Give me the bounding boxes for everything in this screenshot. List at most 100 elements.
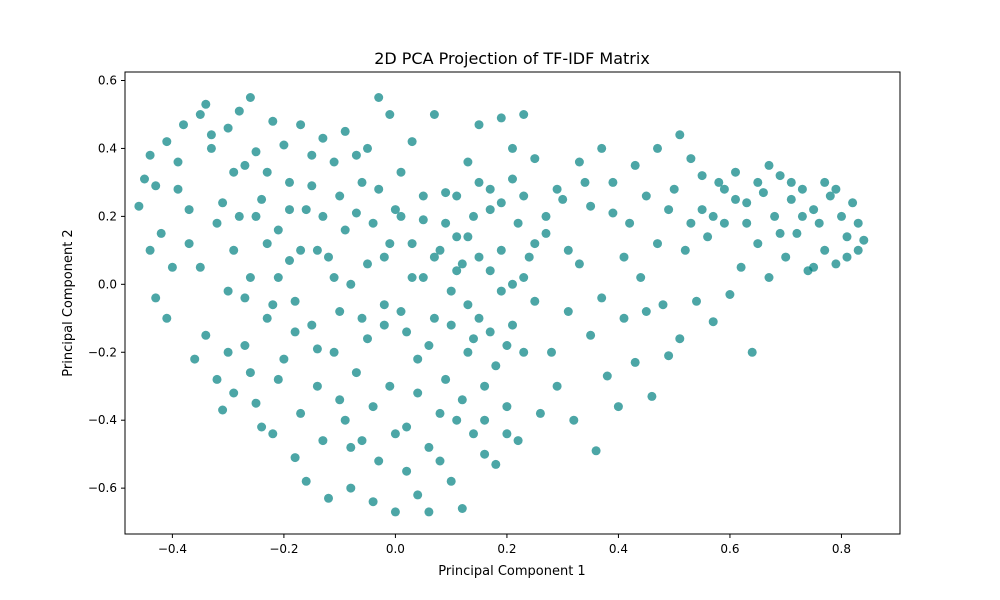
scatter-point <box>797 184 807 194</box>
scatter-point <box>480 381 490 391</box>
scatter-point <box>842 232 852 242</box>
scatter-point <box>279 140 289 150</box>
scatter-point <box>402 422 412 432</box>
scatter-point <box>145 245 155 255</box>
y-tick-label: 0.6 <box>98 73 117 87</box>
scatter-point <box>173 157 183 167</box>
scatter-point <box>396 211 406 221</box>
scatter-point <box>413 354 423 364</box>
scatter-point <box>201 99 211 109</box>
scatter-point <box>262 167 272 177</box>
x-tick-label: −0.4 <box>158 542 187 556</box>
scatter-point <box>452 415 462 425</box>
scatter-point <box>558 194 568 204</box>
scatter-point <box>809 262 819 272</box>
scatter-point <box>223 123 233 133</box>
scatter-point <box>251 211 261 221</box>
scatter-point <box>301 205 311 215</box>
scatter-point <box>469 429 478 439</box>
scatter-point <box>519 191 529 201</box>
scatter-point <box>324 493 333 503</box>
scatter-point <box>675 334 685 344</box>
scatter-point <box>753 177 763 187</box>
points-layer <box>134 93 869 517</box>
scatter-point <box>285 205 294 215</box>
x-tick-label: 0.2 <box>497 542 516 556</box>
scatter-point <box>463 300 473 310</box>
scatter-point <box>574 259 584 269</box>
scatter-point <box>435 456 445 466</box>
scatter-point <box>312 245 322 255</box>
scatter-point <box>463 157 473 167</box>
scatter-point <box>156 228 166 238</box>
x-tick-label: 0.6 <box>720 542 739 556</box>
scatter-point <box>407 137 417 147</box>
scatter-point <box>508 143 517 153</box>
scatter-point <box>446 476 456 486</box>
scatter-point <box>240 341 250 350</box>
scatter-point <box>279 354 289 364</box>
scatter-point <box>162 137 172 147</box>
scatter-point <box>173 184 183 194</box>
scatter-point <box>714 177 724 187</box>
scatter-point <box>245 368 255 378</box>
scatter-point <box>686 218 696 228</box>
scatter-point <box>535 408 545 418</box>
scatter-point <box>162 313 172 323</box>
scatter-point <box>363 143 372 153</box>
scatter-point <box>229 388 239 398</box>
scatter-point <box>318 436 328 446</box>
scatter-point <box>318 211 328 221</box>
scatter-point <box>340 126 350 136</box>
scatter-point <box>519 273 529 282</box>
scatter-point <box>234 106 244 116</box>
scatter-point <box>708 317 718 327</box>
scatter-point <box>184 239 194 249</box>
scatter-point <box>218 405 228 415</box>
scatter-point <box>457 259 467 269</box>
scatter-point <box>591 446 601 456</box>
scatter-point <box>407 239 417 249</box>
scatter-point <box>268 429 278 439</box>
scatter-point <box>346 279 356 289</box>
scatter-point <box>273 374 283 384</box>
scatter-point <box>190 354 200 364</box>
scatter-point <box>485 205 495 215</box>
scatter-point <box>658 300 668 310</box>
scatter-point <box>329 273 339 282</box>
scatter-point <box>140 174 149 184</box>
scatter-point <box>335 191 345 201</box>
scatter-point <box>390 205 400 215</box>
scatter-point <box>452 232 462 242</box>
scatter-point <box>496 113 506 123</box>
scatter-point <box>273 273 283 282</box>
scatter-point <box>167 262 177 272</box>
scatter-point <box>385 110 395 119</box>
scatter-point <box>552 184 562 194</box>
scatter-point <box>731 194 740 204</box>
scatter-point <box>418 191 428 201</box>
scatter-point <box>351 150 361 160</box>
scatter-point <box>285 256 294 265</box>
scatter-point <box>296 408 306 418</box>
scatter-point <box>825 191 835 201</box>
scatter-point <box>675 130 685 140</box>
plot-frame <box>124 71 901 535</box>
scatter-point <box>218 198 228 208</box>
scatter-point <box>145 150 155 160</box>
scatter-point <box>262 239 272 249</box>
scatter-point <box>731 167 740 177</box>
scatter-point <box>257 194 267 204</box>
scatter-point <box>708 211 718 221</box>
scatter-point <box>669 184 679 194</box>
scatter-point <box>184 205 194 215</box>
scatter-point <box>229 167 239 177</box>
scatter-point <box>463 347 473 357</box>
scatter-point <box>491 459 501 469</box>
scatter-point <box>781 252 791 262</box>
scatter-point <box>474 120 484 130</box>
scatter-point <box>418 215 428 225</box>
scatter-point <box>368 497 378 507</box>
scatter-point <box>613 402 623 412</box>
